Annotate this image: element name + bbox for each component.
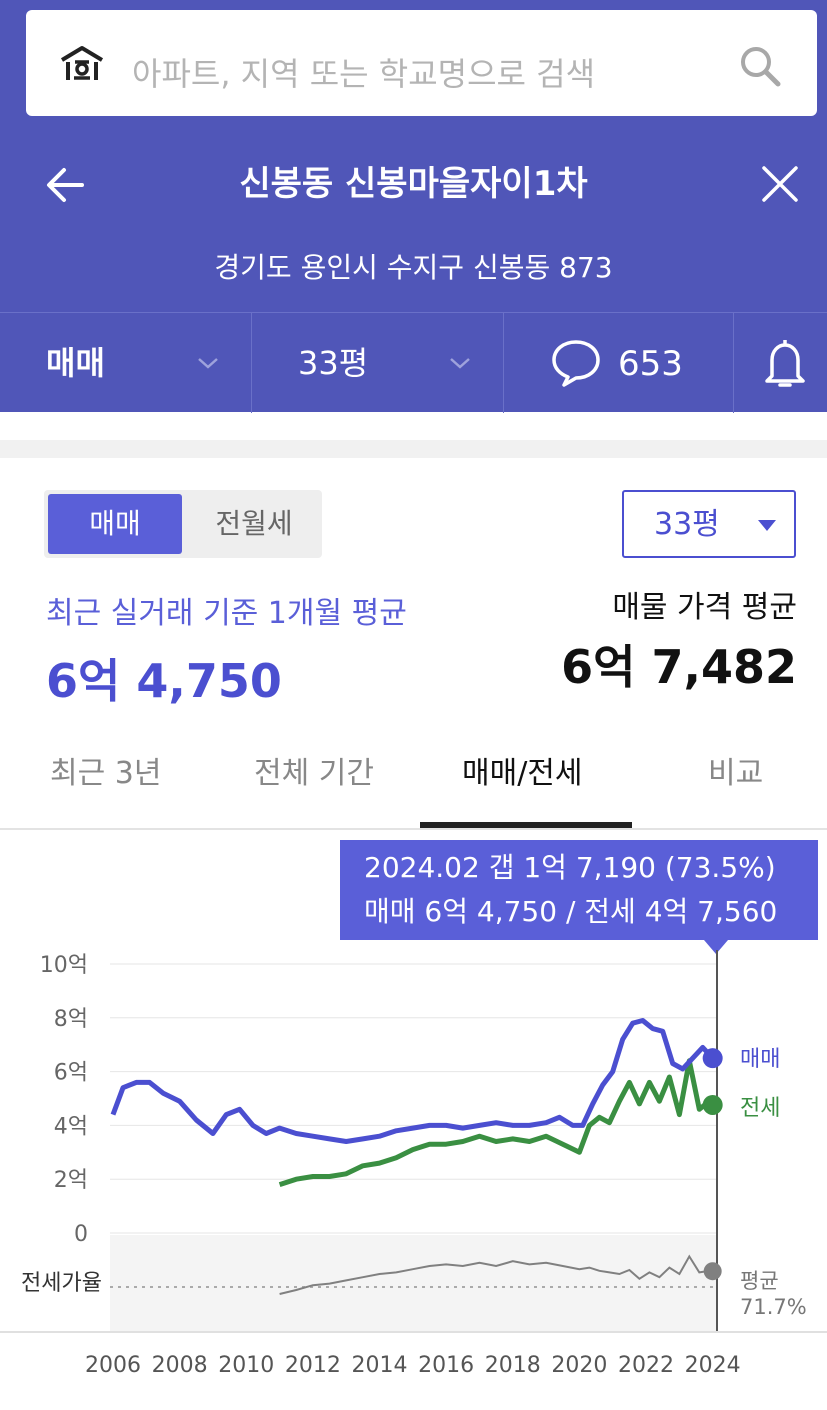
x-tick-label: 2008 bbox=[152, 1353, 208, 1378]
listing-price-label: 매물 가격 평균 bbox=[612, 590, 797, 625]
chevron-down-icon bbox=[450, 358, 470, 369]
x-tick-label: 2020 bbox=[551, 1353, 607, 1378]
size-select[interactable]: 33평 bbox=[622, 490, 796, 558]
recent-price-label: 최근 실거래 기준 1개월 평균 bbox=[46, 596, 407, 631]
jeonse-end-dot bbox=[702, 1094, 723, 1115]
recent-price-value: 6억 4,750 bbox=[46, 654, 282, 708]
y-tick-label: 4억 bbox=[54, 1114, 88, 1139]
chart-tooltip: 2024.02 갭 1억 7,190 (73.5%) 매매 6억 4,750 /… bbox=[340, 840, 818, 954]
tooltip-line1: 2024.02 갭 1억 7,190 (73.5%) bbox=[364, 851, 776, 884]
comment-count[interactable]: 653 bbox=[618, 344, 683, 384]
toggle-rent[interactable]: 전월세 bbox=[215, 507, 293, 540]
trade-type-label: 매매 bbox=[46, 344, 105, 382]
size-label: 33평 bbox=[298, 344, 369, 382]
sale-line bbox=[110, 1018, 715, 1144]
active-tab-indicator bbox=[420, 822, 632, 828]
size-select-value: 33평 bbox=[654, 507, 720, 542]
x-tick-label: 2016 bbox=[418, 1353, 474, 1378]
y-tick-label: 2억 bbox=[54, 1168, 88, 1193]
legend-jeonse: 전세 bbox=[740, 1096, 780, 1121]
filter-bar: 매매 33평 bbox=[0, 312, 827, 413]
y-tick-label: 10억 bbox=[40, 953, 88, 978]
trade-type-dropdown[interactable]: 매매 bbox=[0, 313, 252, 413]
caret-down-icon bbox=[758, 520, 776, 531]
x-tick-label: 2012 bbox=[285, 1353, 341, 1378]
tooltip-line2: 매매 6억 4,750 / 전세 4억 7,560 bbox=[364, 895, 778, 928]
listing-price-value: 6억 7,482 bbox=[561, 640, 797, 694]
page-title: 신봉동 신봉마을자이1차 bbox=[239, 164, 588, 204]
ratio-line bbox=[279, 1254, 713, 1295]
x-tick-label: 2014 bbox=[352, 1353, 408, 1378]
trade-toggle: 매매 전월세 bbox=[44, 490, 322, 558]
section-divider bbox=[0, 440, 827, 458]
search-bar[interactable]: 아파트, 지역 또는 학교명으로 검색 bbox=[26, 10, 817, 116]
ratio-average-label: 평균 bbox=[740, 1269, 779, 1293]
x-tick-label: 2022 bbox=[618, 1353, 674, 1378]
price-chart[interactable]: 10억 8억 6억 4억 2억 0 2006 2008 2010 2012 2014 2016 2018… bbox=[0, 940, 827, 1410]
y-tick-label: 0 bbox=[74, 1222, 88, 1247]
tab-all-period[interactable]: 전체 기간 bbox=[254, 756, 374, 791]
jeonse-line bbox=[278, 1058, 715, 1187]
tab-recent-3y[interactable]: 최근 3년 bbox=[50, 756, 162, 791]
y-tick-label: 6억 bbox=[54, 1061, 88, 1086]
sale-end-dot bbox=[702, 1048, 723, 1069]
bell-icon[interactable] bbox=[760, 336, 810, 390]
chevron-down-icon bbox=[198, 358, 218, 369]
toggle-sale[interactable]: 매매 bbox=[48, 494, 182, 554]
search-placeholder[interactable]: 아파트, 지역 또는 학교명으로 검색 bbox=[132, 55, 596, 93]
header-area: 아파트, 지역 또는 학교명으로 검색 신봉동 신봉마을자이1차 경기도 용인시… bbox=[0, 0, 827, 413]
x-tick-label: 2018 bbox=[485, 1353, 541, 1378]
ratio-end-dot bbox=[703, 1262, 722, 1281]
x-tick-label: 2010 bbox=[218, 1353, 274, 1378]
x-tick-label: 2024 bbox=[685, 1353, 741, 1378]
period-tabs: 최근 3년 전체 기간 매매/전세 비교 bbox=[0, 740, 827, 830]
speech-bubble-icon[interactable] bbox=[550, 338, 602, 388]
title-row: 신봉동 신봉마을자이1차 bbox=[0, 150, 827, 220]
size-dropdown[interactable]: 33평 bbox=[252, 313, 504, 413]
ratio-label: 전세가율 bbox=[21, 1271, 102, 1296]
close-icon[interactable] bbox=[760, 164, 800, 204]
tab-compare[interactable]: 비교 bbox=[708, 756, 764, 791]
legend-sale: 매매 bbox=[740, 1047, 780, 1072]
tooltip-arrow bbox=[704, 940, 728, 954]
back-arrow-icon[interactable] bbox=[44, 164, 86, 206]
ratio-band bbox=[110, 1235, 716, 1331]
tab-sale-jeonse[interactable]: 매매/전세 bbox=[462, 756, 583, 791]
ratio-average-value: 71.7% bbox=[740, 1295, 807, 1319]
y-tick-label: 8억 bbox=[54, 1007, 88, 1032]
address: 경기도 용인시 수지구 신봉동 873 bbox=[214, 251, 613, 284]
comments-button[interactable] bbox=[504, 313, 734, 413]
house-logo-icon bbox=[60, 46, 104, 80]
x-tick-label: 2006 bbox=[85, 1353, 141, 1378]
search-icon[interactable] bbox=[738, 44, 782, 88]
